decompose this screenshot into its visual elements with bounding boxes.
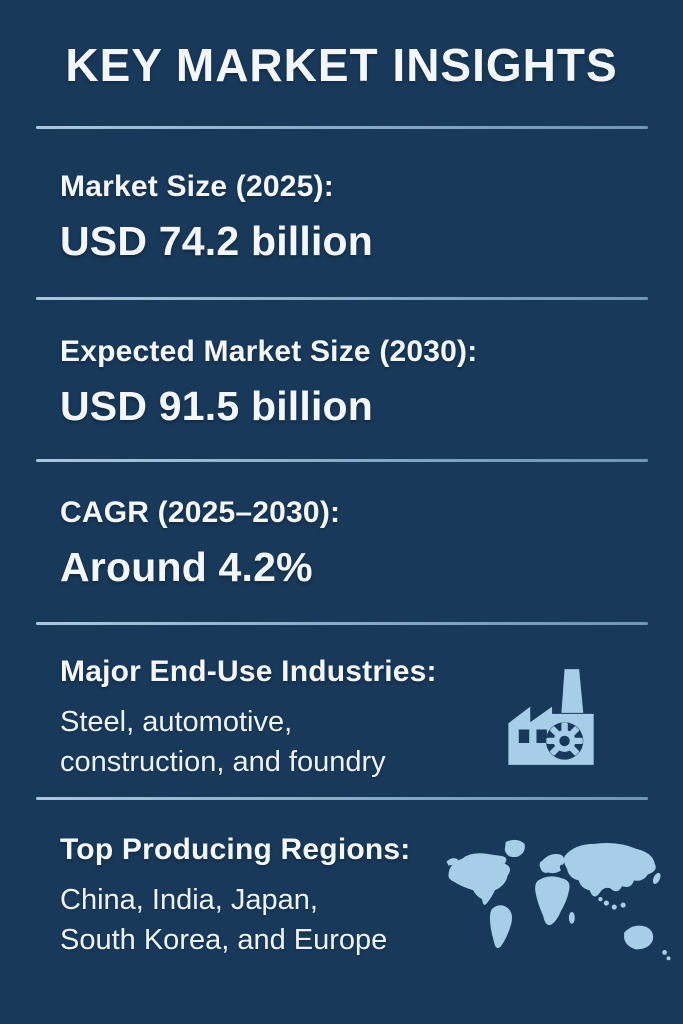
- section-end-use-industries: Major End-Use Industries: Steel, automot…: [60, 655, 437, 782]
- divider: [36, 797, 648, 800]
- market-size-2025-value: USD 74.2 billion: [60, 218, 374, 264]
- section-label: Major End-Use Industries:: [60, 655, 437, 688]
- divider: [36, 297, 648, 300]
- section-label: Market Size (2025):: [60, 170, 334, 203]
- page-title: KEY MARKET INSIGHTS: [65, 39, 618, 91]
- market-size-2030-value: USD 91.5 billion: [60, 383, 374, 429]
- section-top-producing-regions: Top Producing Regions: China, India, Jap…: [60, 833, 410, 960]
- cagr-value: Around 4.2%: [60, 544, 313, 590]
- section-label: CAGR (2025–2030):: [60, 496, 341, 529]
- factory-icon: [498, 660, 602, 774]
- divider: [36, 126, 648, 129]
- world-map-icon: [438, 834, 680, 982]
- divider: [36, 459, 648, 462]
- section-label: Expected Market Size (2030):: [60, 335, 478, 368]
- section-label: Top Producing Regions:: [60, 833, 411, 866]
- section-cagr: CAGR (2025–2030): Around 4.2%: [60, 496, 340, 591]
- divider: [36, 622, 648, 625]
- end-use-industries-text: Steel, automotive, construction, and fou…: [60, 706, 386, 778]
- top-producing-regions-text: China, India, Japan, South Korea, and Eu…: [60, 884, 388, 956]
- section-expected-market-size-2030: Expected Market Size (2030): USD 91.5 bi…: [60, 335, 477, 430]
- section-market-size-2025: Market Size (2025): USD 74.2 billion: [60, 170, 373, 265]
